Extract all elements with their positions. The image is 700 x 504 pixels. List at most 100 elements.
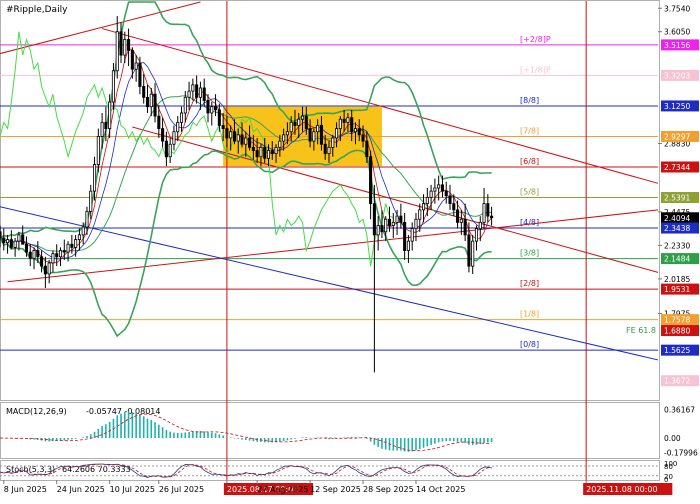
candle-body bbox=[74, 239, 78, 248]
candle-body bbox=[32, 250, 36, 259]
stoch-tick-label: 80 bbox=[664, 463, 673, 471]
candle-body bbox=[372, 203, 376, 236]
candle-body bbox=[229, 131, 233, 139]
candle-body bbox=[134, 62, 138, 70]
candle-body bbox=[365, 140, 369, 158]
candle-body bbox=[300, 115, 305, 120]
price-axis-layer: 3.75403.60502.88302.44752.23302.01851.79… bbox=[658, 4, 699, 387]
candle-body bbox=[2, 237, 6, 244]
candle-body bbox=[244, 137, 248, 145]
price-marker bbox=[661, 344, 699, 356]
x-tick-highlight bbox=[223, 483, 314, 495]
stoch-k-line bbox=[0, 463, 492, 478]
price-marker-label: 3.1250 bbox=[664, 102, 690, 111]
candle-body bbox=[471, 240, 475, 267]
fe-label: FE 61.8 bbox=[626, 326, 656, 335]
candle-body bbox=[270, 150, 274, 155]
price-marker-label: 2.1484 bbox=[664, 255, 690, 264]
candle-body bbox=[282, 134, 286, 142]
candle-body bbox=[138, 62, 142, 87]
candle-body bbox=[335, 128, 339, 139]
candle-body bbox=[418, 209, 422, 220]
trend-line bbox=[0, 1, 201, 55]
y-tick-label: 2.2330 bbox=[664, 241, 690, 250]
candle-body bbox=[236, 134, 240, 142]
x-tick-label: 10 Jul 2025 bbox=[110, 485, 155, 494]
candle-body bbox=[384, 218, 388, 233]
price-marker bbox=[661, 314, 699, 326]
candle-body bbox=[198, 87, 202, 98]
trend-line bbox=[0, 206, 659, 361]
price-marker bbox=[661, 283, 699, 295]
candle-body bbox=[456, 209, 460, 223]
murrey-level-label: [7/8] bbox=[520, 126, 539, 135]
stoch-panel-frame bbox=[0, 460, 660, 481]
candle-body bbox=[195, 84, 199, 98]
murrey-level-label: [0/8] bbox=[520, 340, 539, 349]
candle-body bbox=[448, 195, 452, 205]
price-marker bbox=[661, 212, 699, 224]
candle-body bbox=[323, 143, 327, 155]
candle-body bbox=[161, 128, 165, 142]
candle-body bbox=[380, 225, 384, 233]
candle-body bbox=[444, 190, 448, 197]
candle-body bbox=[172, 131, 176, 145]
stoch-label: Stoch(5,3,3) bbox=[6, 465, 55, 474]
candle-body bbox=[21, 234, 25, 245]
candle-body bbox=[490, 215, 494, 219]
candle-body bbox=[157, 115, 161, 130]
candle-body bbox=[6, 239, 10, 244]
y-tick-label: 3.7540 bbox=[664, 4, 690, 13]
macd-layer: 0.36167 0.00 -0.17996 bbox=[0, 405, 698, 457]
candle-body bbox=[0, 231, 2, 239]
price-marker-label: 2.4094 bbox=[664, 214, 690, 223]
candle-body bbox=[62, 250, 66, 253]
murrey-level-label: [8/8] bbox=[520, 96, 539, 105]
candle-body bbox=[96, 136, 100, 165]
candle-body bbox=[89, 190, 93, 212]
candle-body bbox=[164, 140, 168, 158]
candle-body bbox=[297, 118, 301, 126]
x-tick-label: 2025.11.08 00:00 bbox=[586, 485, 657, 494]
candle-body bbox=[478, 221, 482, 230]
candle-body bbox=[255, 150, 259, 158]
candle-body bbox=[145, 96, 150, 108]
candle-body bbox=[452, 203, 456, 211]
price-marker-label: 1.6880 bbox=[664, 327, 690, 336]
stoch-d-line bbox=[0, 463, 492, 478]
y-tick-label: 2.0185 bbox=[664, 275, 690, 284]
candle-body bbox=[210, 106, 214, 114]
candle-body bbox=[51, 253, 55, 264]
vertical-markers-layer bbox=[226, 1, 587, 480]
candle-body bbox=[24, 243, 29, 253]
candle-body bbox=[55, 253, 59, 258]
candle-body bbox=[285, 131, 289, 136]
price-marker bbox=[661, 375, 699, 387]
candle-body bbox=[36, 250, 40, 258]
y-tick-label: 2.8830 bbox=[664, 139, 690, 148]
macd-tick-label: 0.00 bbox=[664, 434, 681, 443]
candle-body bbox=[77, 234, 81, 240]
candle-body bbox=[293, 121, 297, 126]
price-marker-label: 1.7578 bbox=[664, 316, 690, 325]
candle-body bbox=[100, 121, 104, 137]
candle-body bbox=[217, 109, 221, 126]
candle-body bbox=[361, 134, 365, 142]
trend-line bbox=[7, 209, 659, 283]
candle-body bbox=[304, 115, 308, 130]
candle-body bbox=[395, 215, 399, 223]
price-marker bbox=[661, 253, 699, 265]
candle-body bbox=[403, 221, 407, 251]
macd-panel-frame bbox=[0, 402, 660, 459]
x-tick-label: 2025.08.17 00:00 bbox=[227, 485, 298, 494]
candle-body bbox=[350, 117, 354, 133]
price-marker bbox=[661, 130, 699, 142]
candle-body bbox=[357, 128, 361, 136]
candle-body bbox=[142, 86, 146, 98]
candle-body bbox=[406, 240, 410, 251]
trend-line bbox=[101, 28, 659, 184]
x-tick-label: 26 Jul 2025 bbox=[159, 485, 204, 494]
candle-body bbox=[28, 251, 32, 259]
candle-body bbox=[183, 96, 187, 114]
